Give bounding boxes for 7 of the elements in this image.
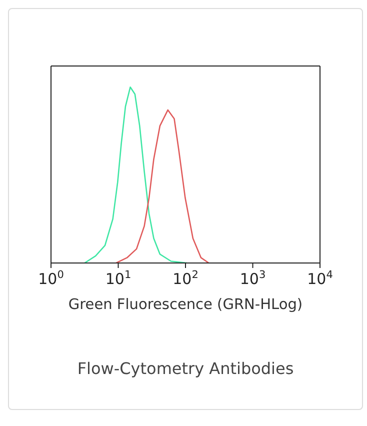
x-tick-label: 10$^{3}$ xyxy=(240,269,266,288)
x-tick-label: 10$^{0}$ xyxy=(38,269,64,288)
x-axis-title: Green Fluorescence (GRN-HLog) xyxy=(68,297,303,313)
x-tick-label: 10$^{2}$ xyxy=(172,269,198,288)
text: Flow-Cytometry Antibodies xyxy=(76,359,295,378)
x-tick-label: 10$^{4}$ xyxy=(307,269,334,288)
x-tick-label: 10$^{1}$ xyxy=(105,269,132,288)
